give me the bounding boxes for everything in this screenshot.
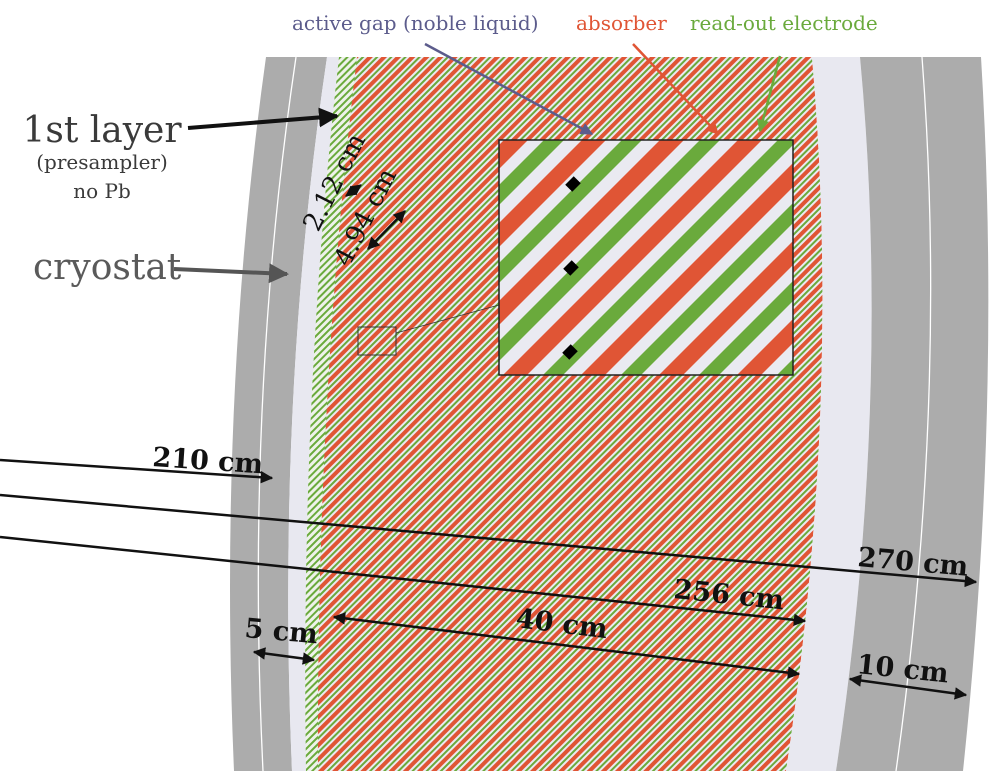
absorber-pointer <box>632 43 719 135</box>
inset-electrode-band <box>543 140 793 375</box>
outer-gap-region <box>786 57 872 771</box>
inset-electrode-band <box>777 359 793 375</box>
cryostat-label: cryostat <box>33 247 182 288</box>
cryostat-outer-wall <box>836 57 989 771</box>
readout-pointer <box>756 55 782 133</box>
radius-270-line <box>0 493 978 588</box>
first-layer-arrow <box>187 107 339 130</box>
electrode-spacer-mark <box>565 176 581 192</box>
inset-electrode-band <box>499 140 564 205</box>
dim-2-12-arrow <box>345 184 362 197</box>
electrode-spacer-mark <box>562 344 578 360</box>
wall-5-line <box>252 647 316 665</box>
depth-40-line <box>332 612 801 679</box>
active-gap-pointer <box>424 42 594 136</box>
wall-10-line <box>848 674 968 700</box>
first-layer-label: 1st layer <box>22 110 182 151</box>
inset-electrode-band <box>499 140 720 361</box>
radius-256-line <box>0 535 807 627</box>
inset-absorber-band <box>737 319 793 375</box>
legend-absorber: absorber <box>576 11 667 35</box>
inset-absorber-band <box>499 140 606 247</box>
inset-absorber-band <box>499 140 684 325</box>
cryostat-inner-line <box>257 56 297 771</box>
zoom-source-box <box>357 326 397 356</box>
radius-210-label: 210 cm <box>152 442 265 480</box>
dim-4-94-arrow <box>367 210 406 250</box>
cryostat-arrow <box>173 263 289 284</box>
wall-5-label: 5 cm <box>243 613 319 650</box>
inset-electrode-band <box>699 281 793 375</box>
inner-gap-region <box>288 57 345 771</box>
legend-readout: read-out electrode <box>690 11 878 35</box>
inset-electrode-band <box>499 140 642 283</box>
cryostat-inner-wall <box>230 57 327 771</box>
radius-210-line <box>0 458 274 484</box>
inset-absorber-band <box>503 140 762 375</box>
cryostat-outer-line <box>895 56 932 771</box>
presampler-label: (presampler) <box>36 150 168 174</box>
no-pb-label: no Pb <box>73 179 131 203</box>
legend-active-gap: active gap (noble liquid) <box>292 11 539 35</box>
inset-absorber-band <box>659 241 793 375</box>
inset-electrode-band <box>621 203 793 375</box>
inset-absorber-band <box>581 163 793 375</box>
inset-absorber-band <box>499 140 528 169</box>
zoom-connector <box>395 304 500 334</box>
zoom-inset <box>498 139 794 376</box>
electrode-spacer-mark <box>563 260 579 276</box>
